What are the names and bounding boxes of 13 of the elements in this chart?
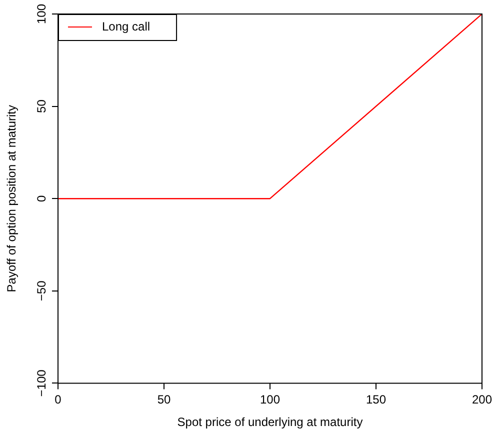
x-tick-label: 0 (54, 392, 62, 407)
y-tick-label: 0 (34, 194, 48, 202)
y-tick-label: −50 (34, 280, 48, 302)
x-tick-label: 150 (366, 392, 386, 407)
x-tick-label: 50 (157, 392, 171, 407)
legend-label: Long call (102, 19, 150, 34)
x-tick-label: 200 (472, 392, 492, 407)
y-tick-label: 50 (34, 99, 48, 113)
y-tick-label: −100 (34, 369, 48, 397)
x-axis-title: Spot price of underlying at maturity (177, 415, 363, 430)
x-tick-label: 100 (260, 392, 280, 407)
y-tick-label: 100 (34, 4, 48, 24)
y-axis-title: Payoff of option position at maturity (4, 104, 18, 292)
